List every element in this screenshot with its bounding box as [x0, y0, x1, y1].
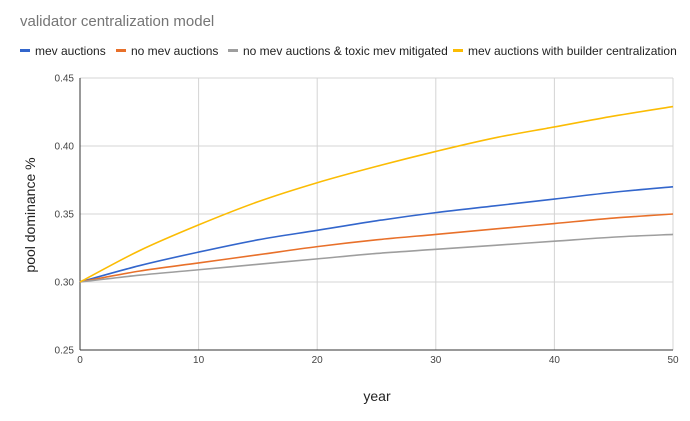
legend-swatch-3: [453, 49, 463, 52]
series-line-1: [79, 213, 674, 283]
axes: [79, 78, 673, 351]
legend-label-2: no mev auctions & toxic mev mitigated: [243, 44, 448, 58]
x-tick-label: 20: [312, 355, 324, 366]
legend-swatch-0: [20, 49, 30, 52]
y-tick-label: 0.30: [55, 278, 75, 289]
legend-label-3: mev auctions with builder centralization: [468, 44, 677, 58]
series-lines: [79, 105, 674, 283]
chart-title: validator centralization model: [20, 13, 214, 30]
y-tick-label: 0.35: [55, 210, 75, 221]
y-axis-label: pool dominance %: [22, 157, 38, 272]
legend-label-1: no mev auctions: [131, 44, 218, 58]
legend-label-0: mev auctions: [35, 44, 106, 58]
x-tick-label: 30: [430, 355, 442, 366]
legend: mev auctions no mev auctions no mev auctio…: [20, 44, 677, 58]
x-axis-ticks: 0 10 20 30 40 50: [77, 355, 679, 366]
gridlines: [79, 77, 674, 351]
series-line-0: [79, 186, 674, 283]
legend-swatch-1: [116, 49, 126, 52]
y-tick-label: 0.45: [55, 74, 75, 85]
series-line-2: [79, 233, 674, 283]
y-axis-ticks: 0.25 0.30 0.35 0.40 0.45: [55, 74, 75, 357]
x-tick-label: 0: [77, 355, 83, 366]
x-tick-label: 10: [193, 355, 205, 366]
y-tick-label: 0.25: [55, 346, 75, 357]
x-tick-label: 40: [549, 355, 561, 366]
y-tick-label: 0.40: [55, 142, 75, 153]
x-tick-label: 50: [667, 355, 679, 366]
x-axis-label: year: [363, 388, 391, 404]
legend-swatch-2: [228, 49, 238, 52]
series-line-3: [79, 105, 674, 283]
